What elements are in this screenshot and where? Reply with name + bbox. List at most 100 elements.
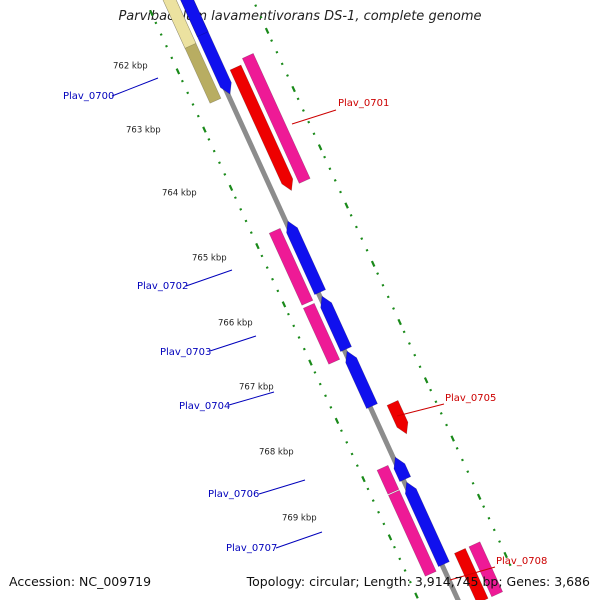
minor-tick xyxy=(471,481,475,485)
gene-bar-plav-0706-cds xyxy=(376,464,400,495)
gene-callouts: Plav_0700 Plav_0701 Plav_0702 Plav_0703 Plav… xyxy=(63,77,547,581)
minor-tick xyxy=(218,161,221,165)
minor-tick xyxy=(302,347,306,351)
callout-line-plav-0704 xyxy=(228,391,275,406)
minor-tick xyxy=(159,33,163,36)
gene-bar-plav-0703-cds xyxy=(302,302,341,365)
major-tick xyxy=(370,260,376,267)
minor-tick xyxy=(196,114,200,118)
minor-tick xyxy=(280,62,284,66)
major-tick xyxy=(414,592,419,599)
minor-tick xyxy=(286,74,289,77)
major-tick xyxy=(503,551,508,559)
minor-tick xyxy=(408,580,412,584)
minor-tick xyxy=(354,225,358,229)
right-tick-track xyxy=(254,4,512,567)
major-tick xyxy=(308,359,313,366)
minor-tick xyxy=(296,97,300,101)
minor-tick xyxy=(345,440,349,444)
major-tick xyxy=(281,301,287,308)
minor-tick xyxy=(186,91,190,95)
major-tick xyxy=(255,242,260,250)
minor-tick xyxy=(371,499,375,502)
minor-tick xyxy=(287,312,290,316)
minor-tick xyxy=(260,254,264,258)
gene-bar-plav-0701-cds xyxy=(241,53,311,184)
minor-tick xyxy=(249,231,253,234)
gene-bar-upstream-cds xyxy=(162,0,197,49)
minor-tick xyxy=(429,388,433,392)
minor-tick xyxy=(413,353,417,357)
minor-tick xyxy=(355,464,359,468)
gene-label-plav-0702[interactable]: Plav_0702 xyxy=(137,281,188,292)
tick-marks xyxy=(149,4,512,599)
major-tick xyxy=(450,435,455,442)
minor-tick xyxy=(434,400,438,404)
minor-tick xyxy=(377,510,380,514)
gene-bar-plav-0705 xyxy=(386,400,409,435)
gene-label-plav-0708[interactable]: Plav_0708 xyxy=(496,556,547,567)
minor-tick xyxy=(270,39,274,42)
minor-tick xyxy=(350,452,354,456)
minor-tick xyxy=(340,429,343,433)
minor-tick xyxy=(398,557,402,561)
kbp-label: 762 kbp xyxy=(113,62,148,72)
minor-tick xyxy=(275,50,279,54)
minor-tick xyxy=(376,272,380,275)
minor-tick xyxy=(360,237,364,241)
minor-tick xyxy=(418,365,422,369)
minor-tick xyxy=(466,470,470,474)
minor-tick xyxy=(393,545,396,549)
gene-label-plav-0701[interactable]: Plav_0701 xyxy=(338,98,389,109)
minor-tick xyxy=(259,15,263,19)
gene-label-plav-0705[interactable]: Plav_0705 xyxy=(445,393,496,404)
major-tick xyxy=(334,417,340,425)
gene-features xyxy=(162,0,504,600)
minor-tick xyxy=(239,207,243,211)
minor-tick xyxy=(408,342,411,345)
minor-tick xyxy=(365,248,369,252)
minor-tick xyxy=(328,167,332,171)
minor-tick xyxy=(301,109,305,112)
major-tick xyxy=(423,377,429,384)
gene-label-plav-0704[interactable]: Plav_0704 xyxy=(179,401,230,412)
gene-label-plav-0700[interactable]: Plav_0700 xyxy=(63,91,114,102)
major-tick xyxy=(264,27,270,34)
major-tick xyxy=(476,493,482,500)
minor-tick xyxy=(312,132,316,136)
minor-tick xyxy=(318,382,322,386)
major-tick xyxy=(397,318,402,326)
minor-tick xyxy=(276,289,280,293)
minor-tick xyxy=(386,295,390,299)
gene-label-plav-0707[interactable]: Plav_0707 xyxy=(226,543,277,554)
minor-tick xyxy=(482,505,486,508)
major-tick xyxy=(149,9,154,17)
gene-bar-plav-0704 xyxy=(345,350,378,410)
minor-tick xyxy=(265,266,269,269)
minor-tick xyxy=(382,522,386,526)
callout-line-plav-0702 xyxy=(185,269,233,287)
minor-tick xyxy=(498,540,501,543)
major-tick xyxy=(317,144,323,151)
gene-bar-plav-0706 xyxy=(393,456,412,483)
minor-tick xyxy=(461,458,464,462)
gene-label-plav-0706[interactable]: Plav_0706 xyxy=(208,489,259,500)
minor-tick xyxy=(323,155,327,159)
minor-tick xyxy=(403,569,407,572)
gene-bar-plav-0703 xyxy=(320,295,352,353)
gene-label-plav-0703[interactable]: Plav_0703 xyxy=(160,347,211,358)
genome-summary: Topology: circular; Length: 3,914,745 bp… xyxy=(246,574,590,589)
kbp-label: 765 kbp xyxy=(192,254,227,264)
kbp-label: 763 kbp xyxy=(126,126,161,136)
kbp-label: 769 kbp xyxy=(282,514,317,524)
callout-line-plav-0706 xyxy=(258,479,306,495)
major-tick xyxy=(387,534,393,541)
minor-tick xyxy=(455,446,459,450)
kbp-label: 768 kbp xyxy=(259,448,294,458)
minor-tick xyxy=(366,487,370,491)
callout-line-plav-0703 xyxy=(209,335,257,352)
kbp-label: 766 kbp xyxy=(218,319,253,329)
gene-bar-plav-0702 xyxy=(286,220,327,296)
major-tick xyxy=(361,475,366,483)
minor-tick xyxy=(445,423,448,427)
